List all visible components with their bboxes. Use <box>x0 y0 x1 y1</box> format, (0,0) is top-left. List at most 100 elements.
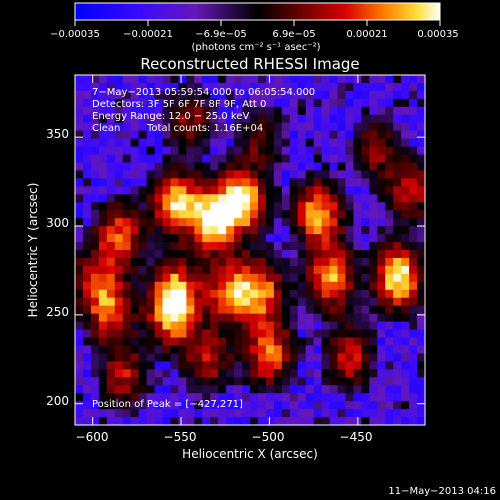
heatmap-cell <box>98 130 108 140</box>
heatmap-cell <box>345 393 354 402</box>
colorbar-tick-label-0: −0.00035 <box>50 29 100 40</box>
heatmap-cell <box>329 114 339 124</box>
heatmap-cell <box>178 242 187 251</box>
heatmap-cell <box>417 250 425 259</box>
heatmap-cell <box>234 98 243 108</box>
heatmap-cell <box>226 226 235 235</box>
heatmap-cell <box>265 170 275 179</box>
heatmap-cell <box>106 297 116 307</box>
heatmap-cell <box>393 361 402 370</box>
heatmap-cell <box>75 289 84 299</box>
heatmap-cell <box>345 130 354 140</box>
heatmap-cell <box>401 281 410 291</box>
heatmap-cell <box>369 154 378 164</box>
heatmap-cell <box>82 178 92 187</box>
heatmap-cell <box>361 409 370 418</box>
heatmap-cell <box>257 329 267 339</box>
heatmap-cell <box>170 178 179 187</box>
heatmap-cell <box>106 377 116 386</box>
heatmap-cell <box>178 234 187 243</box>
heatmap-cell <box>82 226 92 235</box>
heatmap-cell <box>385 106 394 116</box>
heatmap-cell <box>385 385 394 394</box>
colorbar <box>74 2 441 21</box>
heatmap-cell <box>385 178 394 187</box>
heatmap-cell <box>194 82 203 92</box>
heatmap-cell <box>202 82 211 92</box>
heatmap-cell <box>82 321 92 331</box>
heatmap-cell <box>202 242 211 251</box>
heatmap-cell <box>329 385 339 394</box>
heatmap-cell <box>345 154 354 164</box>
heatmap-cell <box>369 281 378 291</box>
heatmap-cell <box>385 226 394 235</box>
heatmap-cell <box>417 226 425 235</box>
heatmap-cell <box>226 417 235 425</box>
heatmap-cell <box>130 146 140 156</box>
heatmap-cell <box>250 130 259 140</box>
heatmap-cell <box>257 385 267 394</box>
heatmap-cell <box>210 321 219 331</box>
heatmap-cell <box>106 210 116 219</box>
annotation-energy-range: Energy Range: 12.0 − 25.0 keV <box>92 111 249 122</box>
heatmap-cell <box>122 353 132 362</box>
heatmap-cell <box>297 170 307 179</box>
heatmap-cell <box>250 273 259 283</box>
heatmap-cell <box>265 385 275 394</box>
heatmap-cell <box>369 186 378 195</box>
heatmap-cell <box>305 242 315 251</box>
heatmap-cell <box>154 265 164 275</box>
heatmap-cell <box>90 289 100 299</box>
heatmap-cell <box>313 98 323 108</box>
heatmap-cell <box>305 273 315 283</box>
heatmap-cell <box>98 313 108 323</box>
heatmap-cell <box>194 154 203 164</box>
heatmap-cell <box>186 337 195 347</box>
heatmap-cell <box>385 242 394 251</box>
heatmap-cell <box>289 417 299 425</box>
heatmap-cell <box>82 146 92 156</box>
heatmap-cell <box>202 250 211 259</box>
heatmap-cell <box>329 75 339 84</box>
heatmap-cell <box>75 130 84 140</box>
heatmap-cell <box>242 409 251 418</box>
heatmap-cell <box>234 75 243 84</box>
heatmap-cell <box>210 377 219 386</box>
heatmap-cell <box>265 98 275 108</box>
heatmap-cell <box>289 114 299 124</box>
heatmap-cell <box>75 106 84 116</box>
heatmap-cell <box>369 289 378 299</box>
heatmap-cell <box>289 90 299 100</box>
heatmap-cell <box>122 401 132 410</box>
heatmap-cell <box>369 353 378 362</box>
heatmap-cell <box>202 194 211 203</box>
heatmap-cell <box>218 281 227 291</box>
heatmap-cell <box>194 146 203 156</box>
heatmap-cell <box>401 234 410 243</box>
heatmap-cell <box>162 305 172 315</box>
heatmap-cell <box>250 162 259 172</box>
heatmap-cell <box>202 337 211 347</box>
heatmap-cell <box>130 162 140 172</box>
heatmap-cell <box>345 401 354 410</box>
heatmap-cell <box>114 82 124 92</box>
heatmap-cell <box>361 377 370 386</box>
heatmap-cell <box>98 393 108 402</box>
heatmap-cell <box>361 401 370 410</box>
heatmap-cell <box>305 401 315 410</box>
heatmap-cell <box>210 289 219 299</box>
heatmap-cell <box>114 305 124 315</box>
heatmap-cell <box>377 281 386 291</box>
heatmap-cell <box>329 329 339 339</box>
heatmap-cell <box>281 345 291 354</box>
heatmap-cell <box>170 281 179 291</box>
heatmap-cell <box>257 75 267 84</box>
heatmap-cell <box>257 226 267 235</box>
heatmap-cell <box>202 385 211 394</box>
heatmap-cell <box>281 202 291 211</box>
heatmap-cell <box>417 106 425 116</box>
heatmap-cell <box>377 90 386 100</box>
heatmap-cell <box>377 385 386 394</box>
heatmap-cell <box>218 82 227 92</box>
heatmap-cell <box>305 218 315 227</box>
